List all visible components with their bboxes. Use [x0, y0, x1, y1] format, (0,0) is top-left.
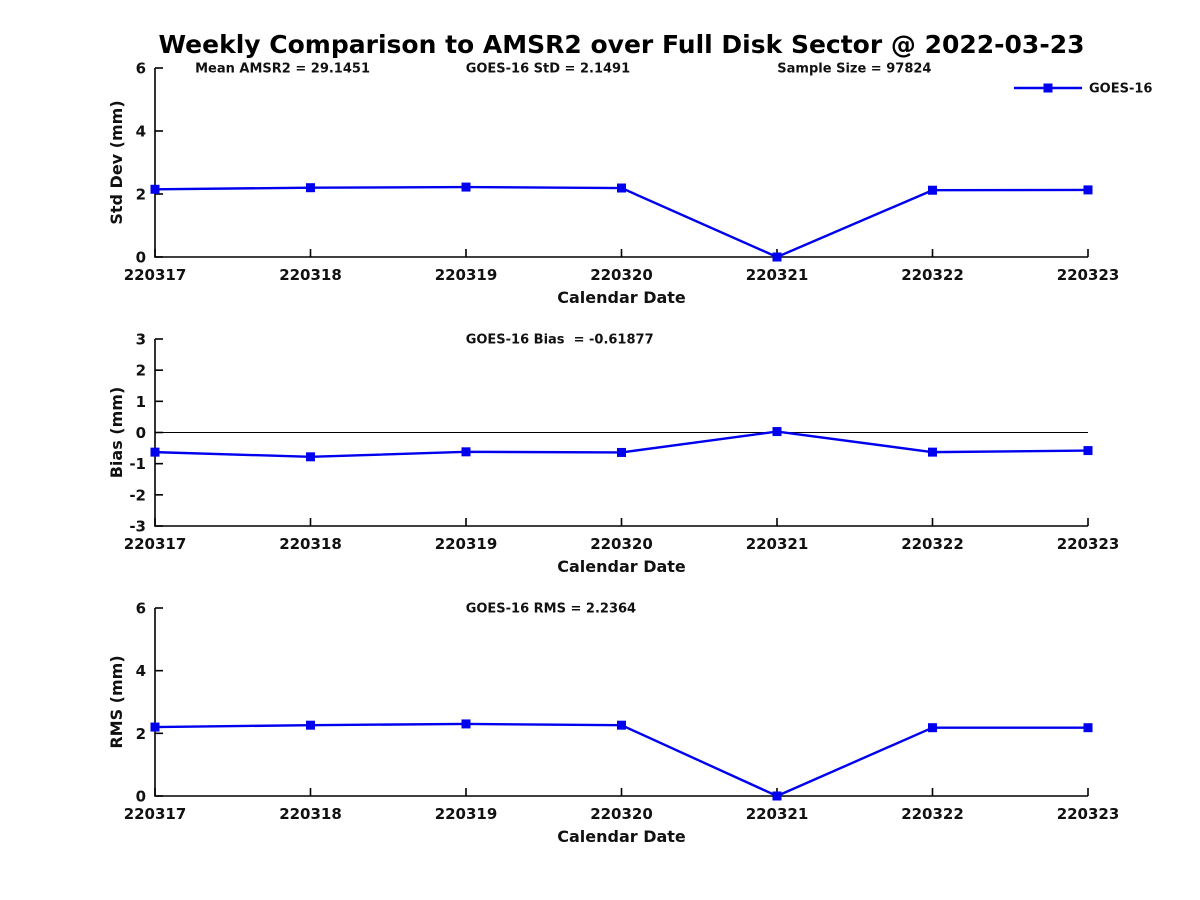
y-tick-label: 0 — [136, 424, 146, 442]
subplot-std-dev: 0 2 4 6 220317 220318 220319 220320 220321 220322… — [107, 60, 1152, 308]
y-tick-label: 2 — [136, 725, 146, 743]
y-tick-label: 0 — [136, 788, 146, 806]
data-point-marker — [1083, 446, 1093, 456]
x-tick-label: 220319 — [435, 535, 498, 553]
data-point-marker — [1083, 185, 1093, 195]
x-tick-label: 220321 — [746, 535, 809, 553]
data-point-marker — [928, 185, 937, 195]
x-tick-label: 220318 — [279, 805, 342, 823]
data-point-marker — [461, 182, 471, 192]
data-point-marker — [306, 183, 315, 193]
x-tick-label: 220318 — [279, 535, 342, 553]
x-tick-label: 220323 — [1057, 805, 1120, 823]
data-point-marker — [150, 447, 160, 457]
x-tick-label: 220320 — [590, 805, 653, 823]
data-line — [154, 722, 1088, 798]
data-point-marker — [772, 427, 782, 437]
y-axis-label: Bias (mm) — [107, 387, 126, 479]
x-tick-label: 220317 — [124, 805, 187, 823]
stat-annotation: GOES-16 Bias = -0.61877 — [466, 333, 654, 348]
x-tick-label: 220317 — [124, 535, 187, 553]
legend-label: GOES-16 — [1089, 82, 1152, 97]
y-tick-label: 2 — [136, 362, 146, 380]
y-tick-label: -1 — [129, 455, 146, 473]
y-tick-label: 4 — [136, 123, 146, 141]
x-tick-label: 220319 — [435, 266, 498, 284]
x-tick-label: 220323 — [1057, 266, 1120, 284]
x-axis-label: Calendar Date — [557, 288, 686, 307]
data-point-marker — [617, 720, 626, 730]
x-tick-label: 220322 — [901, 266, 964, 284]
x-tick-label: 220322 — [901, 535, 964, 553]
y-axis-label: Std Dev (mm) — [107, 100, 126, 224]
data-point-marker — [1083, 723, 1093, 733]
y-axis-label: RMS (mm) — [107, 655, 126, 748]
data-line — [154, 185, 1089, 259]
stat-annotation: Sample Size = 97824 — [777, 62, 931, 77]
y-tick-label: 6 — [136, 60, 146, 78]
subplot-rms: 0 2 4 6 220317 220318 220319 220320 220321 220322… — [107, 600, 1119, 847]
data-point-marker — [617, 183, 626, 193]
x-axis-label: Calendar Date — [557, 827, 686, 846]
data-point-marker — [772, 791, 782, 801]
subplot-bias: -3 -2 -1 0 1 2 3 220317 220318 220319 220320 220321… — [107, 331, 1119, 577]
y-tick-label: 3 — [136, 331, 146, 349]
y-tick-label: 0 — [136, 249, 146, 267]
data-point-marker — [928, 447, 937, 457]
data-point-marker — [461, 447, 471, 457]
x-tick-label: 220317 — [124, 266, 187, 284]
stat-annotation: GOES-16 StD = 2.1491 — [466, 62, 630, 77]
axes — [154, 608, 1088, 797]
x-tick-label: 220323 — [1057, 535, 1120, 553]
data-point-marker — [306, 720, 315, 730]
x-tick-label: 220318 — [279, 266, 342, 284]
y-tick-label: 2 — [136, 186, 146, 204]
data-point-marker — [306, 452, 315, 462]
axes — [154, 68, 1088, 258]
x-tick-label: 220321 — [746, 805, 809, 823]
x-tick-label: 220322 — [901, 805, 964, 823]
data-point-marker — [928, 723, 937, 733]
figure-title: Weekly Comparison to AMSR2 over Full Dis… — [158, 30, 1085, 59]
y-tick-label: 1 — [136, 393, 146, 411]
data-point-marker — [461, 719, 471, 729]
data-point-marker — [150, 184, 160, 194]
data-point-marker — [150, 722, 160, 732]
x-tick-label: 220321 — [746, 266, 809, 284]
legend-marker — [1043, 83, 1053, 93]
stat-annotation: GOES-16 RMS = 2.2364 — [466, 602, 636, 617]
y-tick-label: -3 — [129, 518, 146, 536]
x-tick-label: 220320 — [590, 266, 653, 284]
y-tick-label: 6 — [136, 600, 146, 618]
data-point-marker — [772, 252, 782, 262]
stat-annotation: Mean AMSR2 = 29.1451 — [195, 62, 370, 77]
x-tick-label: 220320 — [590, 535, 653, 553]
data-point-marker — [617, 447, 626, 457]
y-tick-label: -2 — [129, 486, 146, 504]
y-tick-label: 4 — [136, 662, 146, 680]
x-axis-label: Calendar Date — [557, 557, 686, 576]
x-tick-label: 220319 — [435, 805, 498, 823]
